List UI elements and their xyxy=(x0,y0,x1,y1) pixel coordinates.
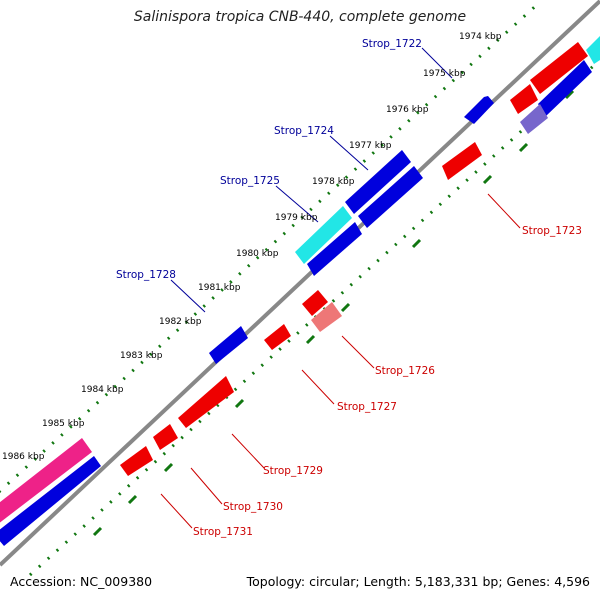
gene-strop-1730-arrow xyxy=(153,424,178,450)
gene-label-strop-1727[interactable]: Strop_1727 xyxy=(337,401,397,413)
gene-label-strop-1729[interactable]: Strop_1729 xyxy=(263,465,323,477)
gene-topright-blue xyxy=(538,60,592,116)
tick-label: 1977 kbp xyxy=(349,141,392,151)
gene-label-strop-1723[interactable]: Strop_1723 xyxy=(522,225,582,237)
tick-label: 1985 kbp xyxy=(42,419,85,429)
gene-strop-1723-arrow xyxy=(442,142,482,180)
reverse-strand-genes xyxy=(120,42,588,476)
tick-label: 1975 kbp xyxy=(423,69,466,79)
kbp-tick-labels: 1974 kbp 1975 kbp 1976 kbp 1977 kbp 1978… xyxy=(2,32,502,462)
gene-label-strop-1730[interactable]: Strop_1730 xyxy=(223,501,283,513)
gene-1986-magenta xyxy=(0,438,92,523)
gene-strop-1724-arrow xyxy=(345,150,411,214)
gene-strop-1725-cyan xyxy=(295,206,352,264)
accession-text: Accession: NC_009380 xyxy=(10,574,153,589)
gene-label-strop-1728[interactable]: Strop_1728 xyxy=(116,269,176,281)
gene-strop-1727-upper xyxy=(302,290,328,316)
tick-label: 1978 kbp xyxy=(312,177,355,187)
gene-strop-1724-lower xyxy=(358,166,423,228)
tick-label: 1984 kbp xyxy=(81,385,124,395)
gene-topright-purple xyxy=(520,104,548,134)
tick-label: 1982 kbp xyxy=(159,317,202,327)
gene-label-strop-1731[interactable]: Strop_1731 xyxy=(193,526,253,538)
tick-label: 1976 kbp xyxy=(386,105,429,115)
gene-leader-lines xyxy=(160,47,521,529)
genome-summary-text: Topology: circular; Length: 5,183,331 bp… xyxy=(246,574,590,589)
gene-topright-red-a xyxy=(510,84,538,114)
inner-ring-ticks xyxy=(92,89,575,537)
gene-topright-cyan xyxy=(586,36,600,64)
gene-strop-1727-lower xyxy=(264,324,291,350)
tick-label: 1979 kbp xyxy=(275,213,318,223)
gene-labels: Strop_1722 Strop_1724 Strop_1725 Strop_1… xyxy=(116,38,582,538)
gene-label-strop-1724[interactable]: Strop_1724 xyxy=(274,125,334,137)
gene-strop-1722-arrow xyxy=(464,96,494,124)
gene-topright-red-b xyxy=(530,42,588,94)
gene-strop-1725-lower xyxy=(307,222,362,276)
gene-strop-1726-light xyxy=(311,302,342,332)
tick-label: 1986 kbp xyxy=(2,452,45,462)
tick-label: 1974 kbp xyxy=(459,32,502,42)
genome-title: Salinispora tropica CNB-440, complete ge… xyxy=(133,9,467,25)
tick-label: 1983 kbp xyxy=(120,351,163,361)
tick-label: 1980 kbp xyxy=(236,249,279,259)
forward-strand-genes xyxy=(0,36,600,546)
gene-strop-1729-arrow xyxy=(178,376,234,428)
gene-1986-blue xyxy=(0,456,101,546)
gene-label-strop-1725[interactable]: Strop_1725 xyxy=(220,175,280,187)
gene-label-strop-1726[interactable]: Strop_1726 xyxy=(375,365,435,377)
gene-strop-1728-arrow xyxy=(209,326,248,364)
gene-label-strop-1722[interactable]: Strop_1722 xyxy=(362,38,422,50)
gene-strop-1731-arrow xyxy=(120,446,153,476)
tick-label: 1981 kbp xyxy=(198,283,241,293)
genome-backbone xyxy=(0,0,600,567)
